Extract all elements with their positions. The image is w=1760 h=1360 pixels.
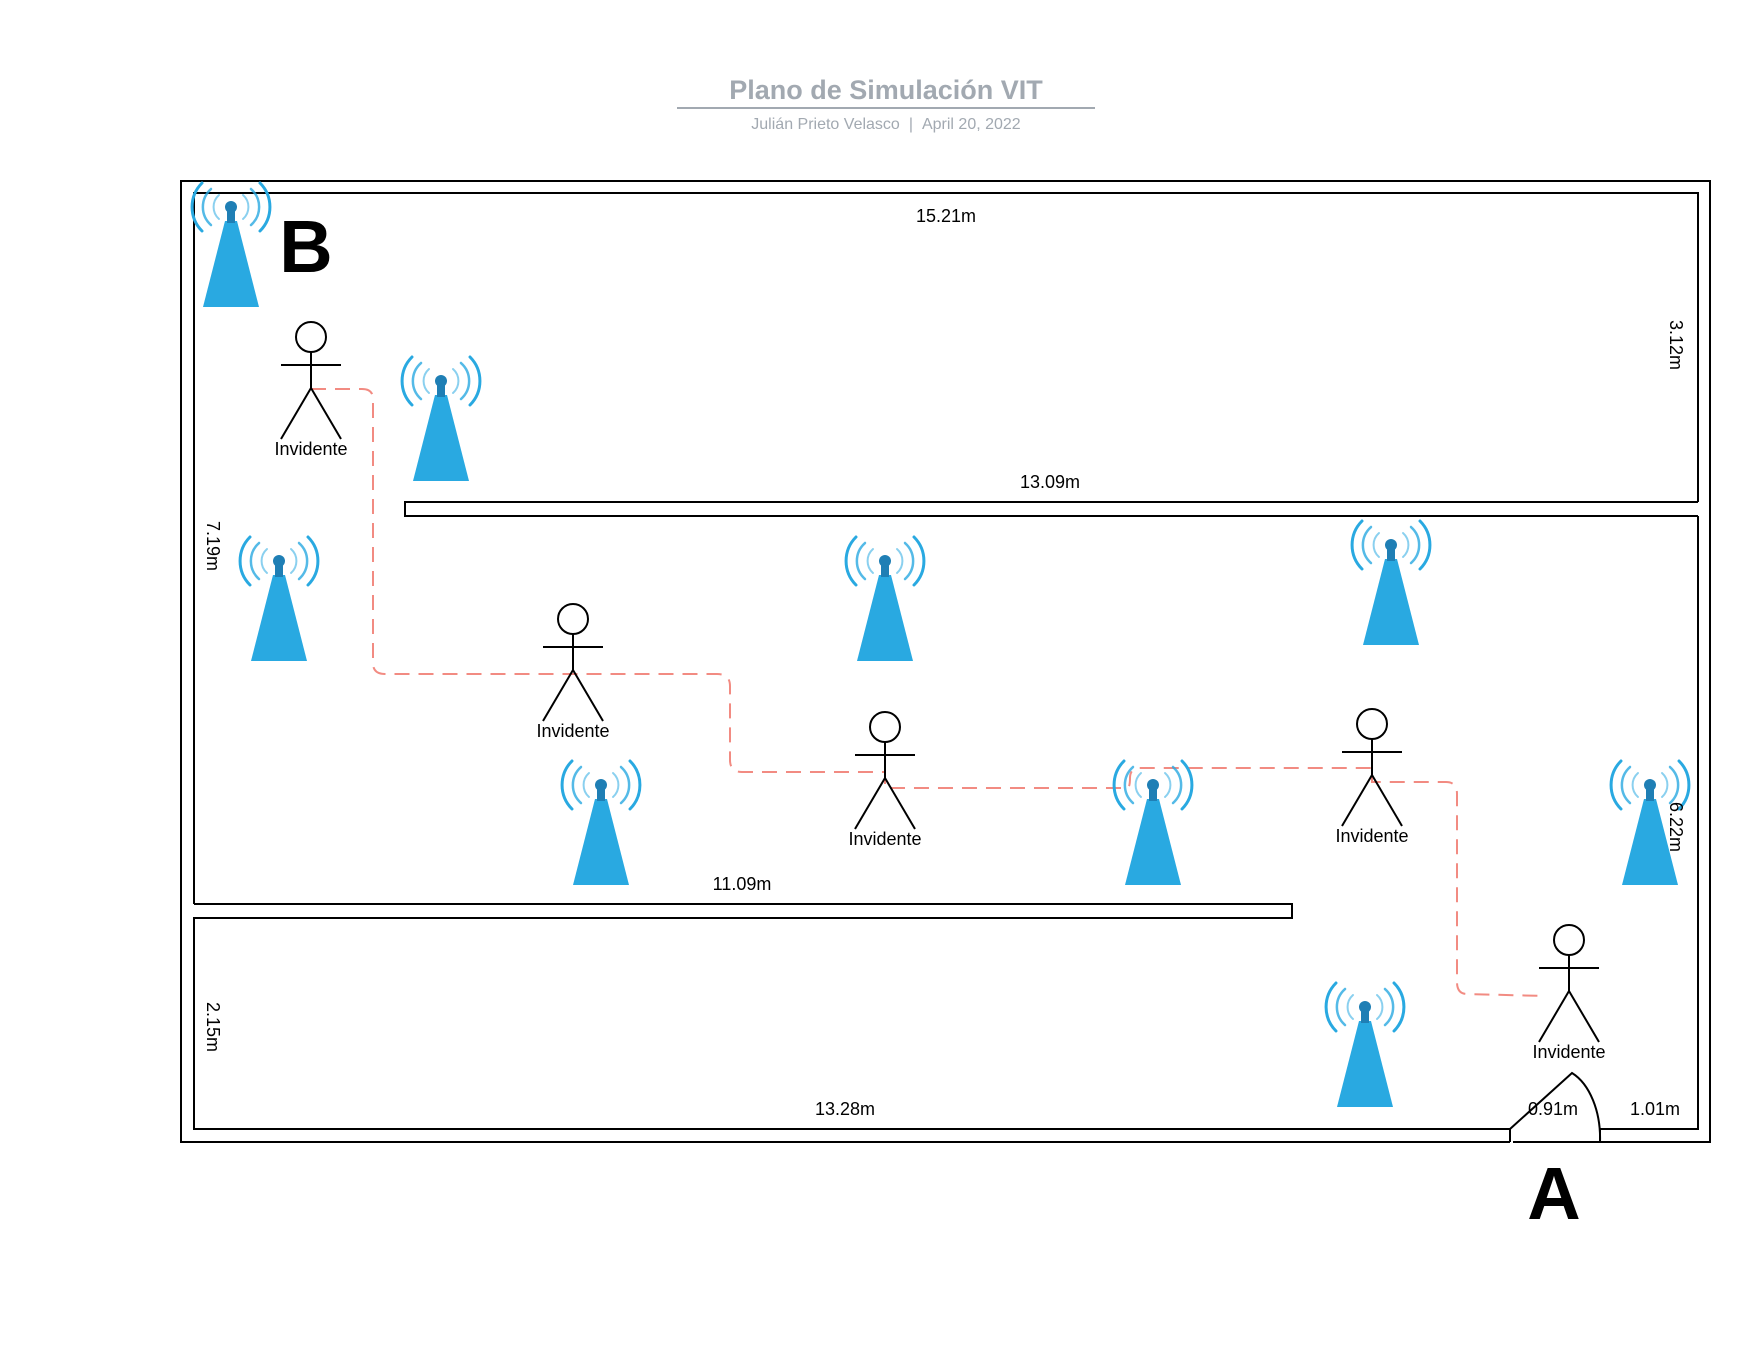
person-label: Invidente (1532, 1042, 1605, 1062)
dimension-top-width: 15.21m (916, 206, 976, 226)
dimension-right-upper: 3.12m (1666, 320, 1686, 370)
antenna-icon (1350, 519, 1432, 647)
antenna-icon (400, 355, 482, 483)
dimension-left-lower: 2.15m (203, 1002, 223, 1052)
subtitle-separator: | (909, 116, 913, 133)
point-b-label: B (279, 205, 332, 288)
author: Julián Prieto Velasco (751, 116, 900, 133)
door (1509, 1071, 1602, 1143)
dimension-bottom-width: 13.28m (815, 1099, 875, 1119)
person-icon (1341, 708, 1403, 827)
person-label: Invidente (848, 829, 921, 849)
walls (180, 180, 1711, 1143)
dimension-door-width: 0.91m (1528, 1099, 1578, 1119)
dimensions: 15.21m 13.09m 11.09m 13.28m 0.91m 1.01m … (203, 206, 1686, 1119)
person-4: Invidente (1335, 708, 1409, 846)
antenna-icon (1324, 981, 1406, 1109)
antenna-icon (1112, 759, 1194, 887)
person-icon (542, 603, 604, 722)
person-3: Invidente (848, 711, 922, 849)
person-icon (1538, 924, 1600, 1043)
header: Plano de Simulación VIT Julián Prieto Ve… (677, 75, 1095, 133)
page-title: Plano de Simulación VIT (729, 75, 1043, 105)
antenna-icon (844, 535, 926, 663)
route-path (311, 388, 1546, 997)
person-icon (280, 321, 342, 440)
inner-wall-upper (193, 192, 1699, 904)
antenna-icon (190, 181, 272, 309)
antenna-icon (560, 759, 642, 887)
antenna-icon (238, 535, 320, 663)
person-1: Invidente (274, 321, 348, 459)
dimension-right-middle: 6.22m (1666, 802, 1686, 852)
dimension-door-right: 1.01m (1630, 1099, 1680, 1119)
dimension-upper-wall: 13.09m (1020, 472, 1080, 492)
person-5: Invidente (1532, 924, 1606, 1062)
point-a-label: A (1527, 1152, 1580, 1235)
person-icon (854, 711, 916, 830)
page-subtitle: Julián Prieto Velasco | April 20, 2022 (751, 116, 1021, 133)
dimension-left-middle: 7.19m (203, 521, 223, 571)
person-label: Invidente (536, 721, 609, 741)
date: April 20, 2022 (922, 116, 1021, 133)
person-2: Invidente (536, 603, 610, 741)
outer-wall (180, 180, 1711, 1143)
dimension-lower-wall: 11.09m (713, 874, 772, 894)
person-label: Invidente (1335, 826, 1408, 846)
corridor-divider-upper (404, 501, 1698, 517)
persons: Invidente Invidente Invidente Invidente … (274, 321, 1606, 1062)
antennas (190, 181, 1691, 1109)
person-label: Invidente (274, 439, 347, 459)
